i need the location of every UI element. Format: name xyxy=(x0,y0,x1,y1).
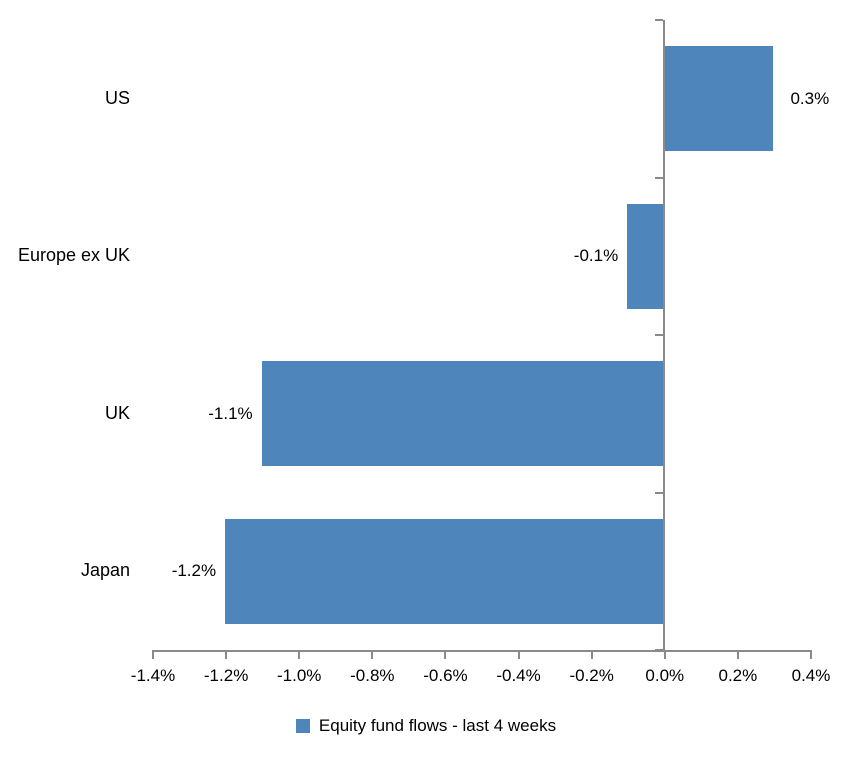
x-axis-tick xyxy=(590,650,593,659)
x-tick-label: -1.4% xyxy=(130,666,176,685)
category-label: US xyxy=(104,87,130,108)
x-axis-tick xyxy=(225,650,228,659)
data-label: -1.2% xyxy=(171,561,217,581)
legend-color-swatch xyxy=(295,719,310,733)
y-axis-tick xyxy=(654,176,663,179)
data-label: 0.3% xyxy=(790,88,830,108)
x-tick-label: -1.2% xyxy=(203,666,249,685)
x-axis-tick xyxy=(736,650,739,659)
legend-label: Equity fund flows - last 4 weeks xyxy=(318,716,557,735)
data-label: -1.1% xyxy=(208,403,253,423)
x-tick-label: 0.4% xyxy=(791,666,831,685)
x-axis-line xyxy=(152,650,812,652)
x-axis-tick xyxy=(810,650,812,659)
y-axis-tick xyxy=(654,491,663,494)
category-label: UK xyxy=(104,402,130,423)
x-axis-tick xyxy=(663,650,666,659)
x-tick-label: 0.2% xyxy=(718,666,758,685)
x-tick-label: -0.2% xyxy=(569,666,614,685)
bar xyxy=(627,203,664,309)
y-axis-line xyxy=(662,20,665,652)
category-label: Japan xyxy=(80,560,130,581)
y-axis-tick xyxy=(654,334,663,336)
bar xyxy=(663,46,774,152)
x-axis-tick xyxy=(371,650,374,659)
x-tick-label: -0.6% xyxy=(423,666,468,685)
x-tick-label: -1.0% xyxy=(277,666,322,685)
x-tick-label: 0.0% xyxy=(645,666,685,685)
bar xyxy=(225,518,664,624)
x-axis-tick xyxy=(152,650,154,659)
x-axis-tick xyxy=(444,650,447,659)
x-axis-tick xyxy=(517,650,520,659)
bar xyxy=(261,361,664,467)
category-label: Europe ex UK xyxy=(17,245,130,266)
chart-legend: Equity fund flows - last 4 weeks xyxy=(0,716,852,736)
x-tick-label: -0.8% xyxy=(350,666,395,685)
x-axis-tick xyxy=(298,650,301,659)
data-label: -0.1% xyxy=(573,246,619,266)
y-axis-tick xyxy=(654,649,663,651)
x-tick-label: -0.4% xyxy=(496,666,541,685)
y-axis-tick xyxy=(654,19,663,21)
